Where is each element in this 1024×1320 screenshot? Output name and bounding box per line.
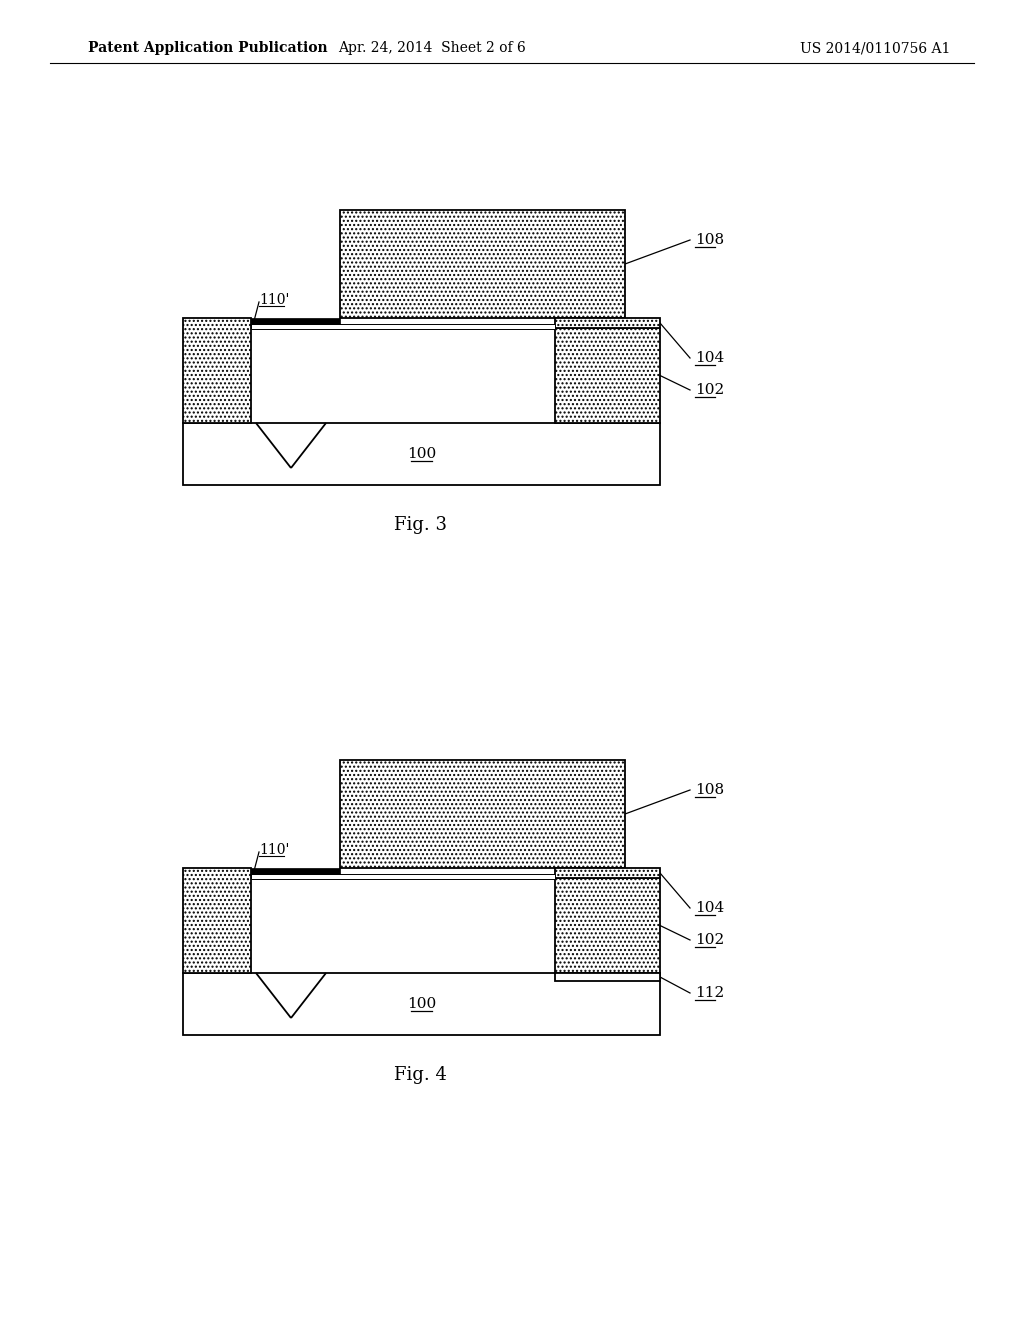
Text: 102: 102 bbox=[695, 933, 724, 946]
Bar bbox=[251, 323, 555, 329]
Text: 100: 100 bbox=[407, 447, 436, 461]
Bar bbox=[340, 760, 625, 869]
Bar bbox=[251, 869, 340, 874]
Bar bbox=[555, 327, 660, 422]
Text: 102: 102 bbox=[695, 383, 724, 397]
Bar bbox=[251, 318, 340, 323]
Bar bbox=[183, 318, 251, 422]
Text: 112: 112 bbox=[695, 986, 724, 1001]
Text: 104: 104 bbox=[695, 351, 724, 366]
Bar bbox=[183, 422, 660, 484]
Bar bbox=[555, 878, 660, 973]
Text: Fig. 4: Fig. 4 bbox=[393, 1067, 446, 1084]
Text: US 2014/0110756 A1: US 2014/0110756 A1 bbox=[800, 41, 950, 55]
Text: Apr. 24, 2014  Sheet 2 of 6: Apr. 24, 2014 Sheet 2 of 6 bbox=[338, 41, 526, 55]
Bar bbox=[183, 869, 251, 973]
Bar bbox=[555, 318, 660, 327]
Text: 110': 110' bbox=[259, 843, 290, 857]
Text: 108: 108 bbox=[695, 783, 724, 797]
Bar bbox=[183, 973, 660, 1035]
Bar bbox=[340, 210, 625, 318]
Bar bbox=[555, 973, 660, 981]
Bar bbox=[251, 874, 555, 879]
Bar bbox=[555, 869, 660, 878]
Text: 110': 110' bbox=[259, 293, 290, 308]
Text: Patent Application Publication: Patent Application Publication bbox=[88, 41, 328, 55]
Text: 108: 108 bbox=[695, 234, 724, 247]
Text: 100: 100 bbox=[407, 997, 436, 1011]
Text: Fig. 3: Fig. 3 bbox=[393, 516, 446, 535]
Text: 104: 104 bbox=[695, 902, 724, 915]
